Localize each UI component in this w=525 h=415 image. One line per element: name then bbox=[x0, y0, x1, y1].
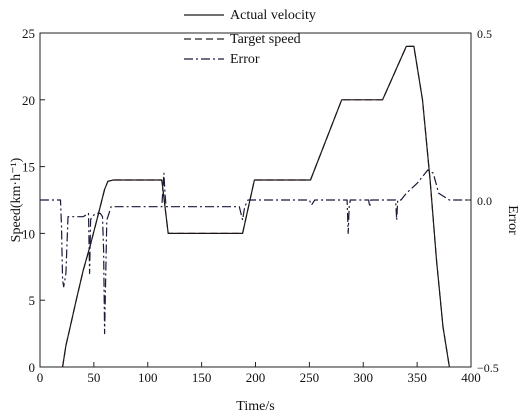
y-tick-label: 5 bbox=[29, 293, 36, 308]
x-tick-label: 350 bbox=[407, 370, 427, 385]
x-tick-label: 400 bbox=[461, 370, 481, 385]
y-tick-label: 15 bbox=[22, 160, 35, 175]
x-tick-label: 200 bbox=[246, 370, 266, 385]
y-tick-label: 10 bbox=[22, 226, 35, 241]
y2-tick-label: 0.0 bbox=[477, 194, 492, 208]
x-tick-label: 100 bbox=[138, 370, 158, 385]
y2-axis-title: Error bbox=[505, 205, 520, 235]
x-tick-label: 300 bbox=[354, 370, 374, 385]
x-tick-label: 50 bbox=[87, 370, 100, 385]
x-tick-label: 150 bbox=[192, 370, 212, 385]
legend-label: Actual velocity bbox=[230, 8, 316, 23]
y2-tick-label: 0.5 bbox=[477, 27, 492, 41]
legend-label: Error bbox=[230, 52, 260, 67]
x-tick-label: 250 bbox=[300, 370, 320, 385]
actual-velocity-line bbox=[62, 45, 450, 368]
y-tick-label: 20 bbox=[22, 93, 35, 108]
legend-label: Target speed bbox=[230, 32, 301, 47]
x-tick-label: 0 bbox=[37, 370, 44, 385]
y-tick-label: 0 bbox=[29, 360, 36, 375]
y2-tick-label: −0.5 bbox=[477, 361, 499, 375]
error-line bbox=[40, 169, 471, 335]
y-axis-title: Speed(km·h⁻¹) bbox=[9, 157, 24, 242]
x-axis-title: Time/s bbox=[236, 399, 274, 414]
y-tick-label: 25 bbox=[22, 26, 35, 41]
